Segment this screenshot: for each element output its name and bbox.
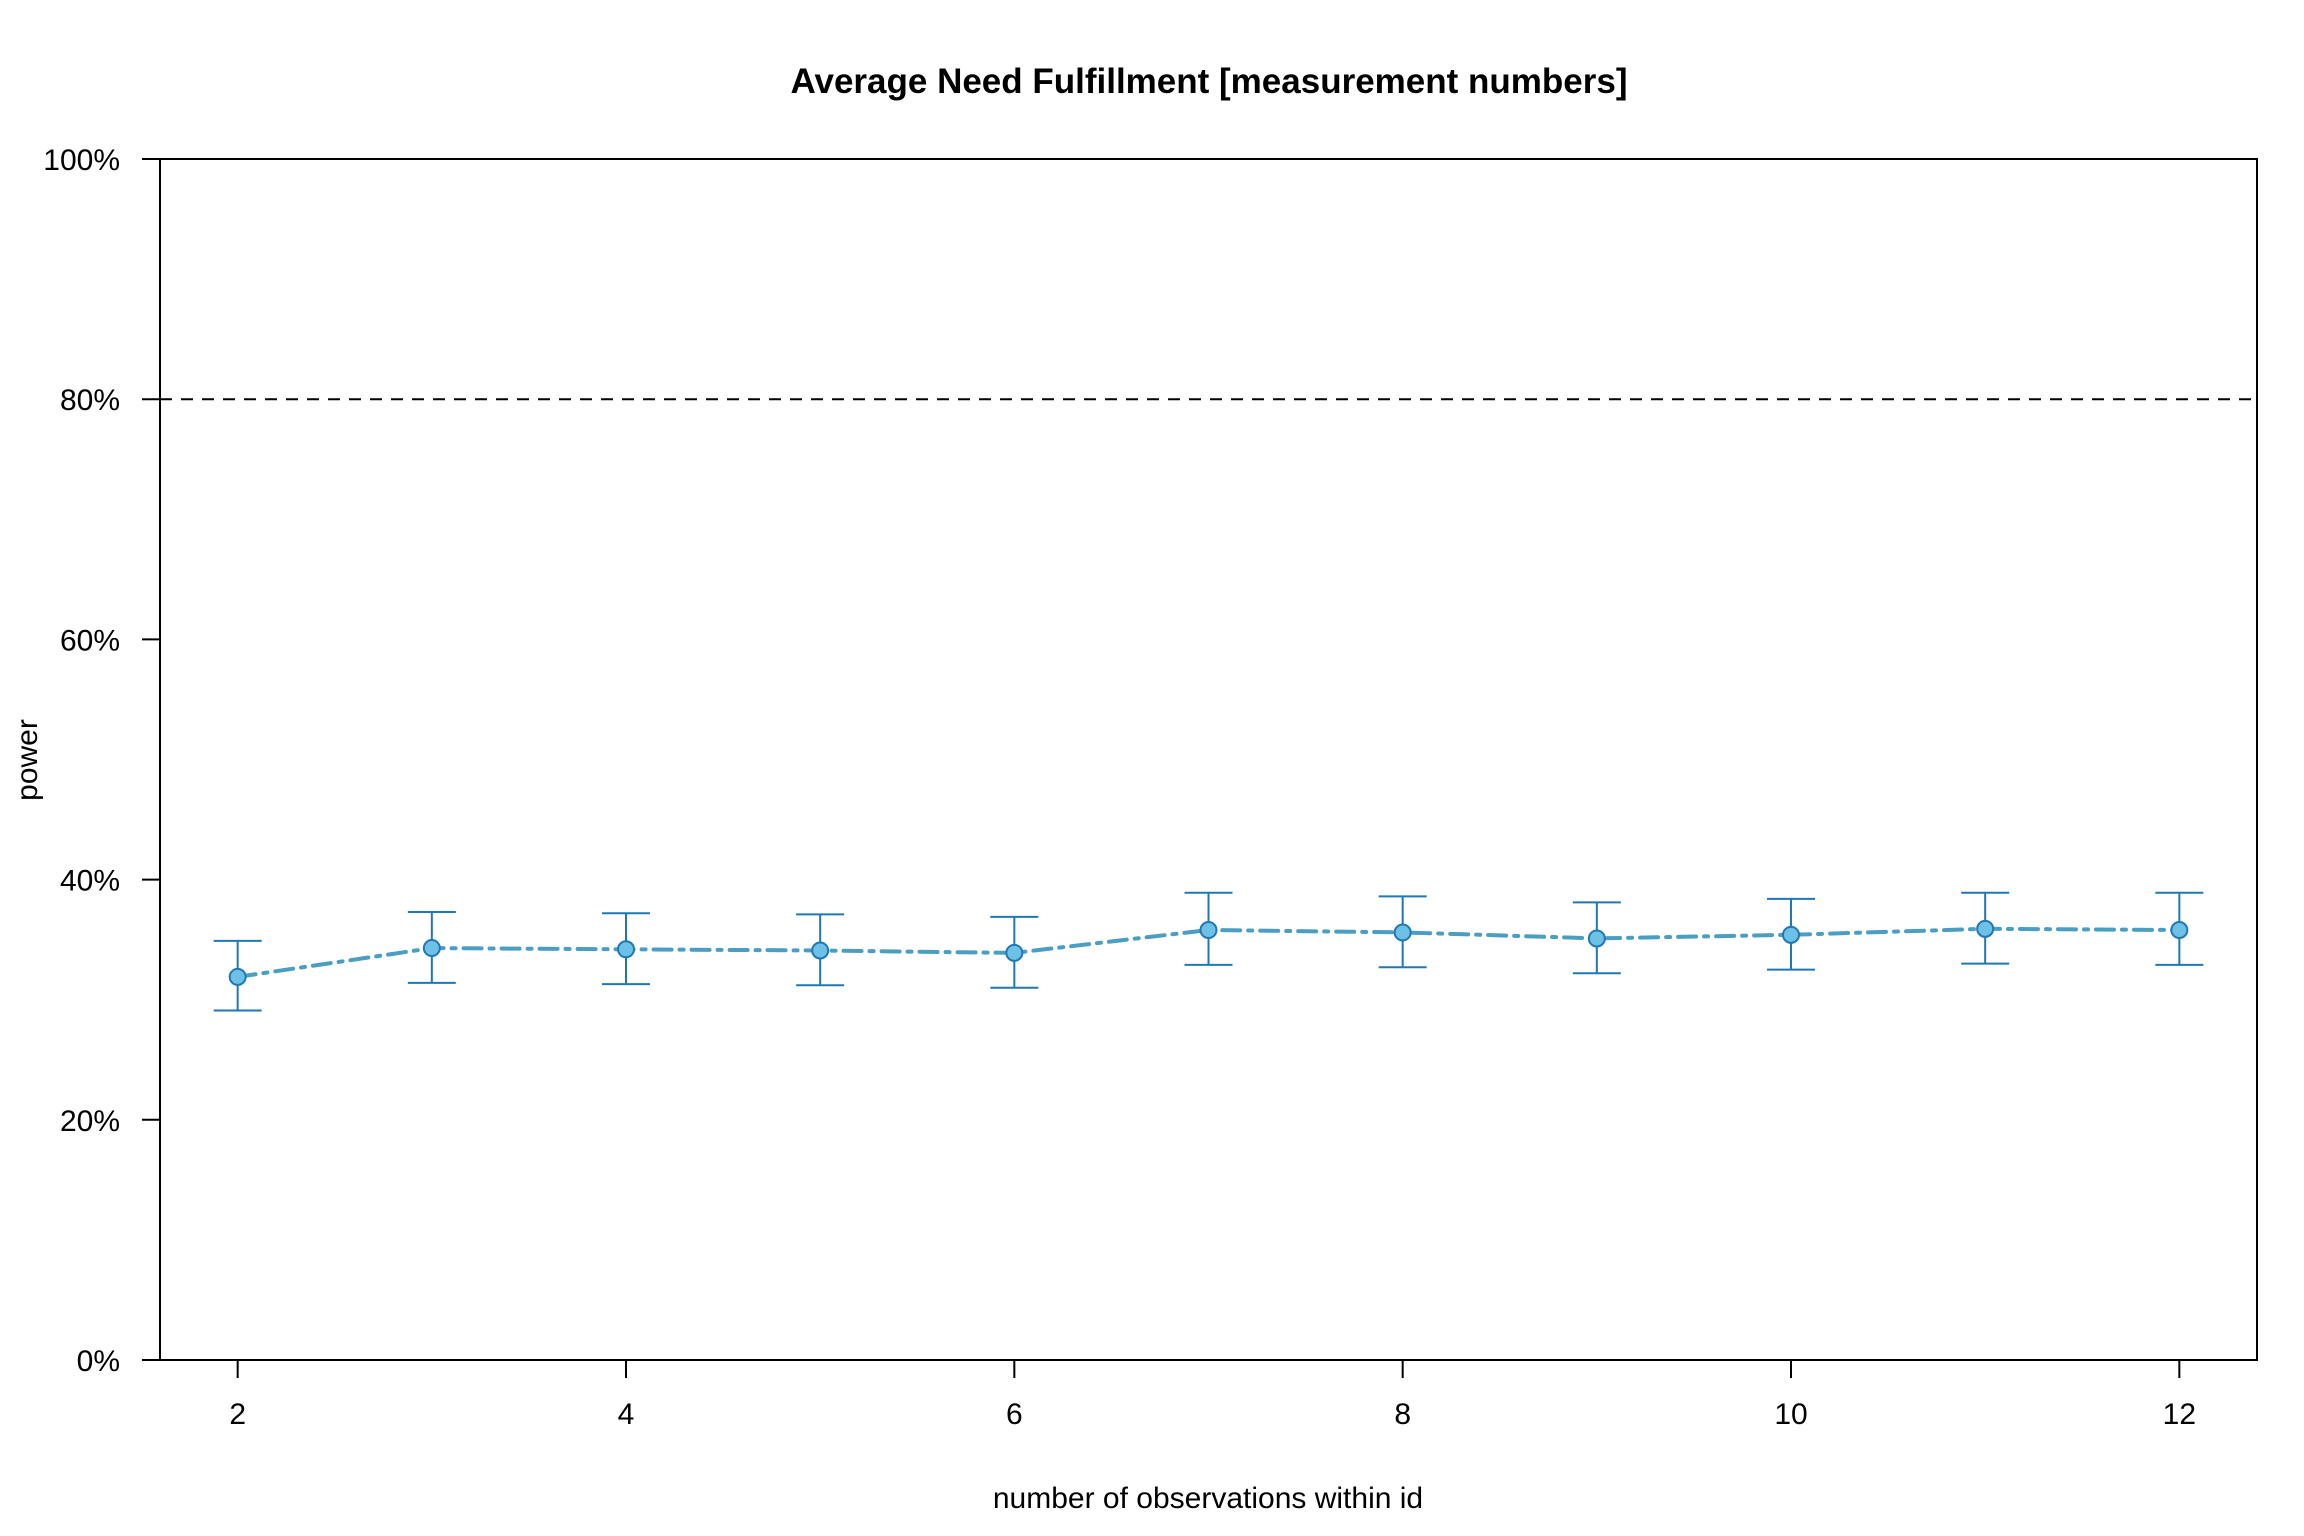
y-tick-label: 0% — [77, 1345, 120, 1378]
data-point — [1976, 919, 1995, 938]
data-point — [1393, 923, 1412, 942]
x-axis-label: number of observations within id — [993, 1482, 1423, 1515]
x-tick-label: 8 — [1394, 1398, 1411, 1431]
y-tick-label: 80% — [60, 384, 120, 417]
data-point — [1199, 921, 1218, 940]
y-tick-label: 60% — [60, 624, 120, 657]
data-point — [1005, 943, 1024, 962]
y-axis-label: power — [11, 719, 44, 801]
y-tick-label: 40% — [60, 865, 120, 898]
data-point — [811, 941, 830, 960]
data-point — [2170, 921, 2189, 940]
x-tick-label: 10 — [1774, 1398, 1807, 1431]
y-tick-label: 100% — [43, 144, 120, 177]
data-point — [1782, 925, 1800, 944]
y-axis: 0% 20% 40% 60% 80% 100% — [43, 144, 160, 1378]
x-tick-label: 12 — [2163, 1398, 2196, 1431]
y-tick-label: 20% — [60, 1105, 120, 1138]
plot-frame — [159, 158, 2258, 1361]
x-tick-label: 6 — [1006, 1398, 1023, 1431]
chart-title: Average Need Fulfillment [measurement nu… — [791, 62, 1628, 101]
data-point — [617, 940, 635, 959]
x-tick-label: 4 — [618, 1398, 635, 1431]
series-layer — [213, 891, 2204, 1012]
data-point — [228, 967, 247, 986]
data-point — [422, 939, 441, 958]
data-point — [1587, 929, 1606, 948]
x-axis: 2 4 6 8 10 12 — [229, 1360, 2196, 1431]
x-tick-label: 2 — [229, 1398, 246, 1431]
